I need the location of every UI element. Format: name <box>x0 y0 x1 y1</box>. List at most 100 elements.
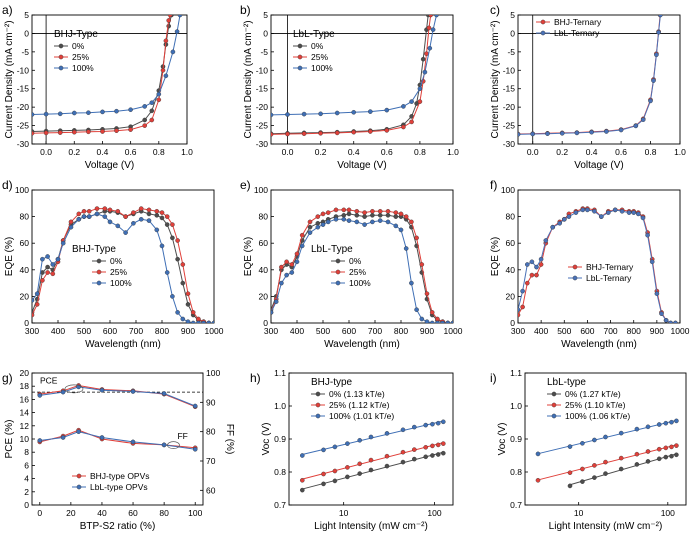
x-tick-label: 600 <box>580 326 594 336</box>
data-point <box>40 278 45 283</box>
data-point <box>94 211 100 217</box>
x-tick-label: 60 <box>128 508 138 518</box>
data-point <box>43 130 49 136</box>
series-line <box>32 15 171 134</box>
data-point <box>559 130 565 136</box>
data-point <box>430 453 435 458</box>
data-point <box>341 216 347 222</box>
data-point <box>409 280 414 286</box>
panel-title: BHJ-Type <box>54 29 98 40</box>
x-tick-label: 80 <box>159 508 169 518</box>
data-point <box>367 129 373 134</box>
data-point <box>423 454 429 460</box>
data-point <box>384 453 390 459</box>
data-point <box>640 117 646 122</box>
data-point <box>403 246 409 251</box>
pce-data-point <box>130 389 136 394</box>
ff-data-point <box>76 429 81 435</box>
x-tick-label: 400 <box>290 326 304 336</box>
panel-title: BHJ-type <box>311 377 353 388</box>
data-point <box>138 216 144 222</box>
data-point <box>393 214 399 219</box>
ff-data-point <box>60 435 66 440</box>
legend-label: 0% <box>72 41 85 51</box>
data-point <box>409 119 414 125</box>
data-point <box>138 206 144 211</box>
legend-marker <box>58 54 64 60</box>
data-point <box>156 91 162 97</box>
data-point <box>351 110 357 115</box>
data-point <box>384 431 390 436</box>
legend-marker <box>335 280 341 286</box>
data-point <box>175 256 180 262</box>
data-point <box>190 320 196 323</box>
data-point <box>427 45 433 51</box>
data-point <box>557 220 563 226</box>
data-point <box>307 219 313 225</box>
data-point <box>430 27 436 33</box>
data-point <box>206 320 212 323</box>
data-point <box>673 320 678 323</box>
x-tick-label: 100 <box>188 508 202 518</box>
legend-label: LbL-type OPVs <box>90 482 148 492</box>
y-right-tick-label: 80 <box>206 427 216 437</box>
y-tick-label: -10 <box>17 65 30 75</box>
y-tick-label: -30 <box>503 139 516 149</box>
data-point <box>430 443 435 449</box>
data-point <box>658 15 663 18</box>
data-point <box>185 291 191 297</box>
data-point <box>645 424 651 430</box>
data-point <box>107 219 113 225</box>
data-point <box>34 291 40 297</box>
x-tick-label: 0 <box>37 508 42 518</box>
x-axis-label: Light Intensity (mW cm⁻²) <box>549 521 663 532</box>
data-point <box>411 456 417 462</box>
data-point <box>567 483 573 489</box>
x-tick-label: 700 <box>368 326 382 336</box>
y-tick-label: 100 <box>501 185 515 195</box>
data-point <box>301 131 307 136</box>
data-point <box>301 111 307 117</box>
data-point <box>196 320 201 323</box>
panel-label: d) <box>2 178 13 192</box>
data-point <box>384 128 390 133</box>
legend-marker <box>58 65 64 71</box>
data-point <box>409 219 414 225</box>
pce-data-point <box>161 391 167 396</box>
data-point <box>159 210 165 215</box>
data-point <box>580 207 586 213</box>
data-point <box>131 220 136 226</box>
axes-frame <box>31 189 215 324</box>
data-point <box>663 317 669 323</box>
y-tick-label: 40 <box>259 265 269 275</box>
x-axis-label: Voltage (V) <box>85 160 134 171</box>
y-tick-label: 80 <box>259 212 269 222</box>
y-tick-label: 0.7 <box>274 500 286 510</box>
ff-data-point <box>192 446 198 452</box>
legend-marker <box>96 258 102 264</box>
data-point <box>68 224 74 230</box>
data-point <box>377 208 383 214</box>
data-point <box>142 117 147 123</box>
y-tick-label: 0 <box>263 28 268 38</box>
legend-marker <box>315 391 321 397</box>
data-point <box>345 474 350 480</box>
data-point <box>645 232 650 238</box>
data-point <box>357 471 363 476</box>
data-point <box>320 211 326 217</box>
plot-area <box>271 207 453 323</box>
legend-label: 25% (1.10 kT/e) <box>565 400 626 410</box>
data-point <box>318 130 323 136</box>
x-tick-label: 10 <box>339 508 349 518</box>
ff-annotation: FF <box>177 431 187 441</box>
y-tick-label: 40 <box>20 265 30 275</box>
data-point <box>362 210 367 215</box>
panel-label: c) <box>490 3 500 17</box>
data-point <box>321 481 326 487</box>
x-tick-label: 40 <box>97 508 107 518</box>
pce-annotation: PCE <box>40 376 58 386</box>
data-point <box>362 222 367 227</box>
y-tick-label: 1.0 <box>274 401 286 411</box>
legend-label: BHJ-Ternary <box>586 262 634 272</box>
x-tick-label: 0.4 <box>97 147 109 157</box>
